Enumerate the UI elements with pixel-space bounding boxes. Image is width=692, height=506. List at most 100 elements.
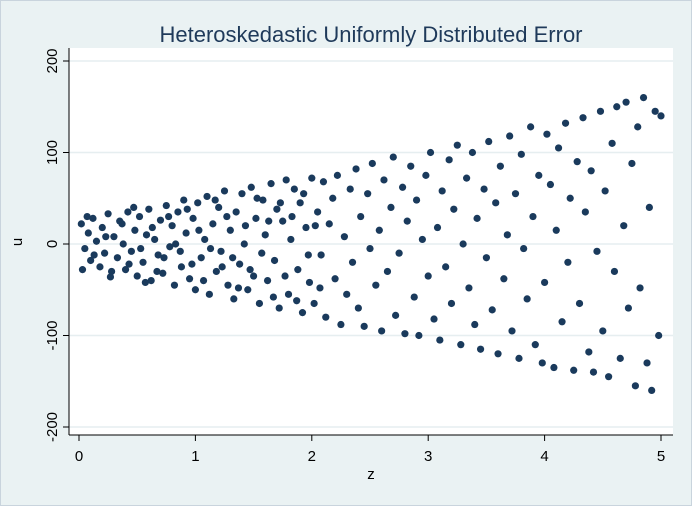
y-tick-label: -100 — [44, 320, 61, 350]
data-point — [639, 94, 648, 102]
data-point — [511, 190, 520, 198]
data-point — [199, 277, 208, 285]
data-point — [293, 297, 301, 305]
x-tick-label: 5 — [657, 448, 665, 465]
data-point — [322, 313, 330, 321]
data-point — [206, 244, 215, 253]
data-point — [575, 299, 584, 308]
data-point — [185, 275, 194, 283]
data-point — [107, 267, 116, 276]
data-point — [246, 266, 254, 274]
data-point — [319, 178, 328, 186]
y-axis-ticks: -200 -100 0 100 200 — [44, 48, 69, 442]
data-point — [145, 205, 153, 213]
data-point — [570, 366, 578, 374]
data-point — [447, 299, 456, 308]
data-points — [77, 94, 665, 394]
data-point — [605, 373, 613, 381]
data-point — [436, 336, 444, 344]
data-point — [224, 281, 232, 289]
data-point — [346, 185, 354, 193]
chart-title: Heteroskedastic Uniformly Distributed Er… — [159, 22, 582, 47]
data-point — [270, 256, 279, 265]
data-point — [160, 254, 168, 262]
data-point — [517, 150, 525, 158]
data-point — [561, 119, 570, 127]
data-point — [276, 199, 284, 207]
data-point — [648, 386, 656, 394]
data-point — [168, 222, 176, 230]
data-point — [118, 220, 126, 228]
data-point — [176, 247, 184, 255]
data-point — [453, 141, 461, 149]
data-point — [601, 187, 609, 195]
data-point — [106, 273, 115, 281]
data-point — [383, 267, 392, 276]
data-point — [113, 254, 122, 262]
data-point — [535, 171, 543, 179]
data-point — [546, 180, 555, 189]
data-point — [380, 176, 388, 184]
data-point — [230, 295, 238, 303]
data-point — [275, 304, 283, 312]
data-point — [232, 208, 240, 216]
data-point — [442, 263, 450, 271]
data-point — [401, 330, 409, 338]
data-point — [368, 159, 376, 168]
data-point — [613, 103, 621, 111]
data-point — [424, 272, 432, 280]
data-point — [624, 304, 633, 312]
data-point — [506, 132, 514, 140]
data-point — [378, 327, 386, 335]
data-point — [500, 275, 508, 283]
data-point — [125, 260, 133, 268]
data-point — [636, 284, 644, 292]
data-point — [634, 123, 642, 131]
data-point — [485, 137, 493, 146]
data-point — [174, 208, 182, 216]
data-point — [290, 185, 298, 193]
data-point — [189, 214, 197, 222]
y-tick-label: -200 — [44, 412, 61, 442]
data-point — [589, 368, 598, 376]
data-point — [183, 205, 191, 213]
data-point — [154, 251, 162, 259]
data-point — [110, 233, 118, 241]
data-point — [265, 217, 273, 225]
y-axis-label: u — [9, 238, 26, 246]
data-point — [579, 114, 587, 122]
data-point — [305, 278, 314, 287]
data-point — [333, 171, 342, 179]
data-point — [643, 359, 651, 367]
data-point — [593, 247, 601, 255]
data-point — [96, 263, 104, 271]
data-point — [410, 293, 418, 301]
data-point — [395, 249, 403, 257]
data-point — [387, 203, 395, 211]
data-point — [622, 98, 630, 106]
data-point — [165, 212, 173, 221]
data-point — [119, 240, 127, 248]
x-tick-label: 3 — [424, 448, 432, 465]
data-point — [247, 183, 255, 191]
data-point — [170, 281, 179, 289]
data-point — [596, 107, 605, 115]
data-point — [197, 254, 205, 262]
data-point — [212, 267, 220, 276]
x-tick-label: 1 — [191, 448, 199, 465]
data-point — [558, 318, 566, 326]
data-point — [492, 199, 500, 207]
data-point — [494, 350, 502, 358]
data-point — [159, 269, 167, 277]
data-point — [541, 278, 549, 287]
data-point — [191, 286, 199, 294]
y-tick-label: 100 — [44, 140, 61, 165]
data-point — [177, 263, 186, 271]
data-point — [480, 185, 488, 193]
data-point — [310, 299, 318, 308]
data-point — [296, 199, 304, 207]
data-point — [281, 272, 289, 280]
data-point — [651, 107, 659, 115]
data-point — [302, 223, 310, 232]
data-point — [389, 153, 397, 161]
